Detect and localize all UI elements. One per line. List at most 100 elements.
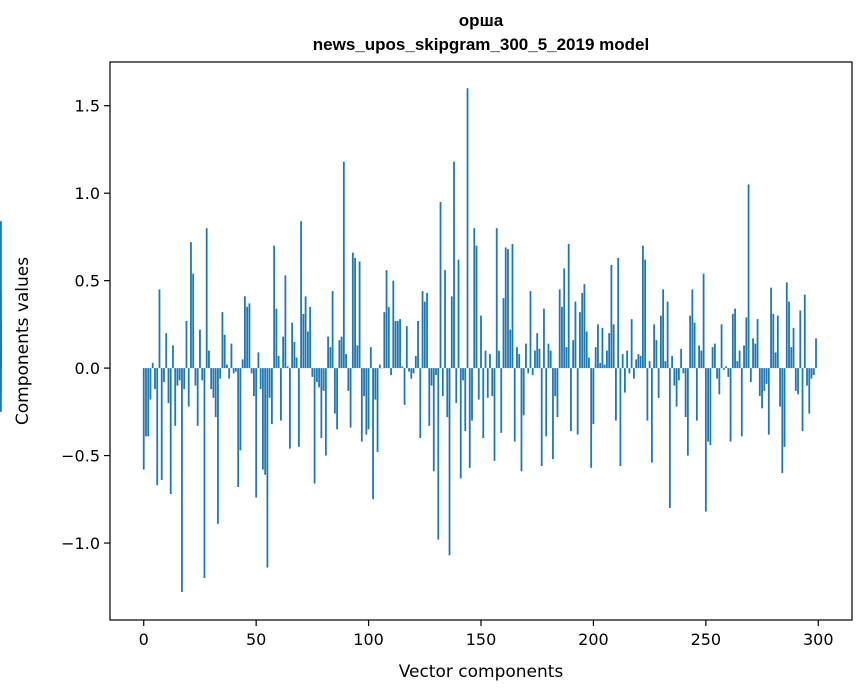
bar-115 xyxy=(401,366,404,369)
bar-269 xyxy=(747,184,750,369)
bar-49 xyxy=(253,368,255,397)
bar-48 xyxy=(250,368,253,374)
bar-211 xyxy=(617,257,620,369)
bar-186 xyxy=(561,306,563,369)
bar-281 xyxy=(774,352,777,369)
bar-173 xyxy=(531,368,534,376)
bar-189 xyxy=(567,243,570,369)
bar-195 xyxy=(581,292,584,369)
bar-154 xyxy=(489,354,491,369)
bar-230 xyxy=(659,315,662,369)
bar-242 xyxy=(686,368,689,456)
bar-134 xyxy=(444,270,446,369)
bar-296 xyxy=(808,368,811,414)
bar-112 xyxy=(394,320,397,369)
bar-276 xyxy=(763,368,766,391)
y-tick-label--1: −1.0 xyxy=(61,534,100,553)
bar-86 xyxy=(336,368,338,430)
bar-209 xyxy=(612,324,615,369)
bar-60 xyxy=(277,355,280,369)
bar-116 xyxy=(403,368,406,405)
bar-289 xyxy=(792,327,795,369)
bar-104 xyxy=(376,368,379,453)
bar-136 xyxy=(448,368,451,556)
bar-62 xyxy=(282,336,285,369)
bar-91 xyxy=(347,368,350,391)
bar-118 xyxy=(408,368,410,372)
bar-127 xyxy=(428,368,431,426)
bar-27 xyxy=(203,368,206,579)
bar-225 xyxy=(648,361,651,369)
bar-215 xyxy=(626,350,629,369)
bar-159 xyxy=(500,368,503,433)
bar-121 xyxy=(414,355,417,369)
bar-124 xyxy=(421,291,424,369)
chart-subtitle: news_upos_skipgram_300_5_2019 model xyxy=(312,35,650,54)
bar-40 xyxy=(232,368,235,374)
bar-31 xyxy=(212,368,215,398)
bar-220 xyxy=(637,354,640,369)
bar-282 xyxy=(776,315,779,369)
bar-175 xyxy=(536,333,539,369)
bar-73 xyxy=(306,331,309,369)
bar-19 xyxy=(185,320,188,369)
bar-65 xyxy=(288,368,291,449)
bar-275 xyxy=(761,368,763,409)
bar-216 xyxy=(628,368,631,374)
bar-69 xyxy=(297,368,300,447)
bar-290 xyxy=(794,368,797,391)
bar-96 xyxy=(358,261,361,369)
bar-176 xyxy=(538,348,541,369)
y-tick-label-1: 1.0 xyxy=(75,184,100,203)
bar-156 xyxy=(493,368,496,461)
bars-layer xyxy=(0,88,817,593)
bar-158 xyxy=(498,350,500,369)
bar-92 xyxy=(349,368,352,428)
x-tick-label-0: 0 xyxy=(139,630,149,649)
bar-196 xyxy=(583,284,586,369)
bar-117 xyxy=(405,326,408,369)
bar-76 xyxy=(313,368,316,484)
bar-193 xyxy=(576,368,579,435)
y-tick-label--0.5: −0.5 xyxy=(61,447,100,466)
bar-287 xyxy=(788,301,790,369)
bar-146 xyxy=(471,368,473,421)
bar-36 xyxy=(223,334,226,369)
bar-2 xyxy=(147,368,150,437)
bar-169 xyxy=(522,368,525,416)
bar-20 xyxy=(187,368,190,407)
bar-262 xyxy=(731,313,734,369)
bar-100 xyxy=(367,368,370,430)
bar-84 xyxy=(331,291,334,369)
bar-128 xyxy=(430,368,433,386)
bar-166 xyxy=(516,347,518,369)
bar-249 xyxy=(702,273,705,369)
bar-180 xyxy=(547,343,550,369)
bar-200 xyxy=(592,368,595,425)
bar-157 xyxy=(495,228,498,369)
bar-247 xyxy=(698,345,700,369)
bar-4 xyxy=(151,362,154,369)
bar-240 xyxy=(682,368,685,374)
bar-256 xyxy=(718,368,721,395)
bar-83 xyxy=(329,347,332,369)
bar-182 xyxy=(552,368,554,460)
bar-198 xyxy=(588,357,590,369)
bar-undefined xyxy=(0,291,2,369)
bar-188 xyxy=(565,347,568,369)
bar-54 xyxy=(264,368,267,475)
bar-3 xyxy=(149,368,152,400)
bar-140 xyxy=(457,259,460,369)
bar-286 xyxy=(785,282,788,369)
bar-undefined xyxy=(0,368,2,393)
x-tick-label-100: 100 xyxy=(353,630,384,649)
bar-5 xyxy=(154,368,156,390)
bar-103 xyxy=(374,368,377,400)
chart-title: орша xyxy=(458,11,504,30)
bar-71 xyxy=(302,313,305,369)
bar-105 xyxy=(378,364,381,369)
bar-85 xyxy=(333,368,336,414)
bar-16 xyxy=(178,368,181,381)
bar-119 xyxy=(410,368,413,379)
